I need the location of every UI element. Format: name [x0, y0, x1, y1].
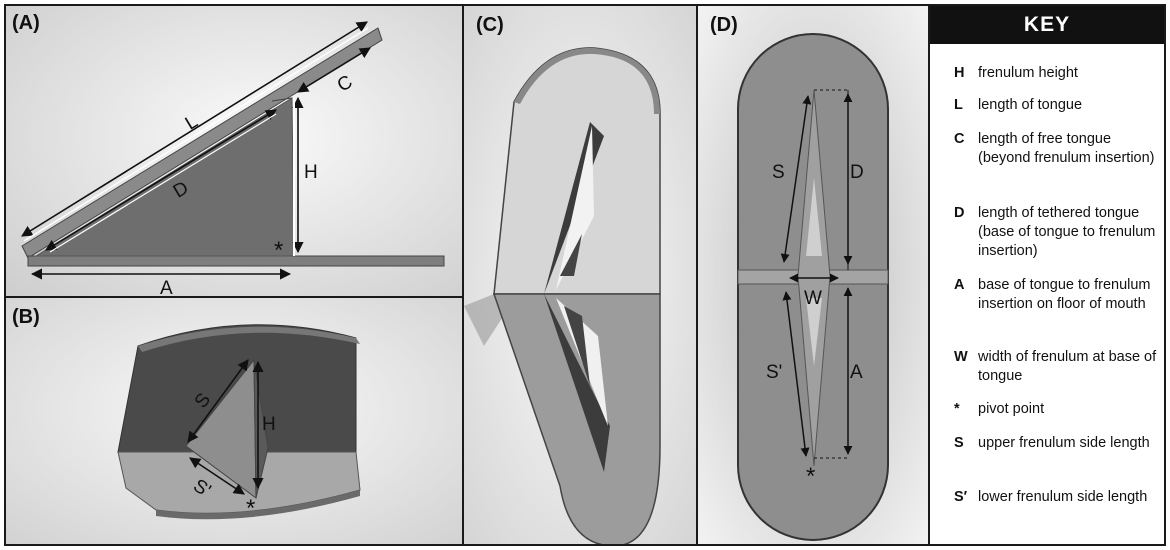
panel-d: S D W S' A * (D) [698, 6, 930, 544]
pivot-marker-b: * [246, 495, 255, 522]
key-item: W width of frenulum at base of tongue [954, 348, 1159, 386]
key-item: L length of tongue [954, 96, 1159, 115]
panel-d-label: (D) [710, 14, 738, 36]
divider-ac [462, 6, 464, 544]
panel-c: (C) [464, 6, 696, 544]
figure-frame [4, 4, 1166, 546]
key-definition: length of tongue [978, 97, 1083, 113]
label-s-d: S [772, 162, 785, 183]
divider-cd [696, 6, 698, 544]
frenulum-lower [544, 294, 610, 472]
s-prime-arrow [189, 457, 245, 495]
key-symbol: S′ [954, 489, 968, 505]
key-symbol: C [954, 131, 965, 147]
d-arrow [45, 109, 277, 251]
key-panel: KEY H frenulum height L length of tongue… [930, 6, 1164, 544]
key-symbol: W [954, 349, 968, 365]
panel-a: L C D H A * (A) [6, 6, 462, 296]
key-definition: frenulum height [978, 65, 1078, 81]
key-item: A base of tongue to frenulum insertion o… [954, 276, 1159, 314]
key-definition: lower frenulum side length [978, 489, 1148, 505]
panel-a-label: (A) [12, 12, 40, 34]
label-d-d: D [850, 162, 864, 183]
panel-a-diagram: L C D H A * [6, 6, 462, 296]
panel-c-diagram [464, 6, 696, 544]
label-h-b: H [262, 414, 276, 435]
key-item: * pivot point [954, 400, 1159, 419]
key-definition: length of tethered tongue (base of tongu… [978, 205, 1156, 259]
key-symbol: S [954, 435, 964, 451]
label-s-prime-d: S' [766, 362, 782, 383]
panel-b: S H S' * (B) [6, 298, 462, 544]
label-h: H [304, 162, 318, 183]
key-item: S upper frenulum side length [954, 434, 1159, 453]
key-item: C length of free tongue (beyond frenulum… [954, 130, 1159, 168]
key-definition: upper frenulum side length [978, 435, 1150, 451]
s-arrow-d [780, 95, 812, 263]
key-item: S′ lower frenulum side length [954, 488, 1159, 507]
key-definition: base of tongue to frenulum insertion on … [978, 277, 1151, 312]
key-symbol: D [954, 205, 965, 221]
panel-c-label: (C) [476, 14, 504, 36]
label-a-d: A [850, 362, 863, 383]
s-prime-arrow-d [782, 291, 810, 457]
floor-plank [27, 255, 445, 267]
key-title: KEY [930, 6, 1164, 44]
lower-surface-c [492, 293, 661, 544]
c-arrow [297, 47, 371, 93]
key-symbol: H [954, 65, 965, 81]
divider-dk [928, 6, 930, 544]
divider-ab [6, 296, 462, 298]
label-a: A [160, 278, 173, 296]
key-definition: length of free tongue (beyond frenulum i… [978, 131, 1155, 166]
key-symbol: * [954, 401, 960, 417]
key-definition: width of frenulum at base of tongue [978, 349, 1157, 384]
key-symbol: L [954, 97, 963, 113]
key-definition: pivot point [978, 401, 1045, 417]
panel-b-diagram: S H S' * [6, 298, 462, 544]
key-item: D length of tethered tongue (base of ton… [954, 204, 1159, 261]
pivot-marker: * [274, 237, 283, 264]
label-w-d: W [804, 288, 822, 309]
panel-d-diagram: S D W S' A * [698, 6, 930, 544]
key-item: H frenulum height [954, 64, 1159, 83]
pivot-marker-d: * [806, 463, 815, 490]
s-arrow [187, 359, 249, 443]
panel-b-label: (B) [12, 306, 40, 328]
key-symbol: A [954, 277, 965, 293]
